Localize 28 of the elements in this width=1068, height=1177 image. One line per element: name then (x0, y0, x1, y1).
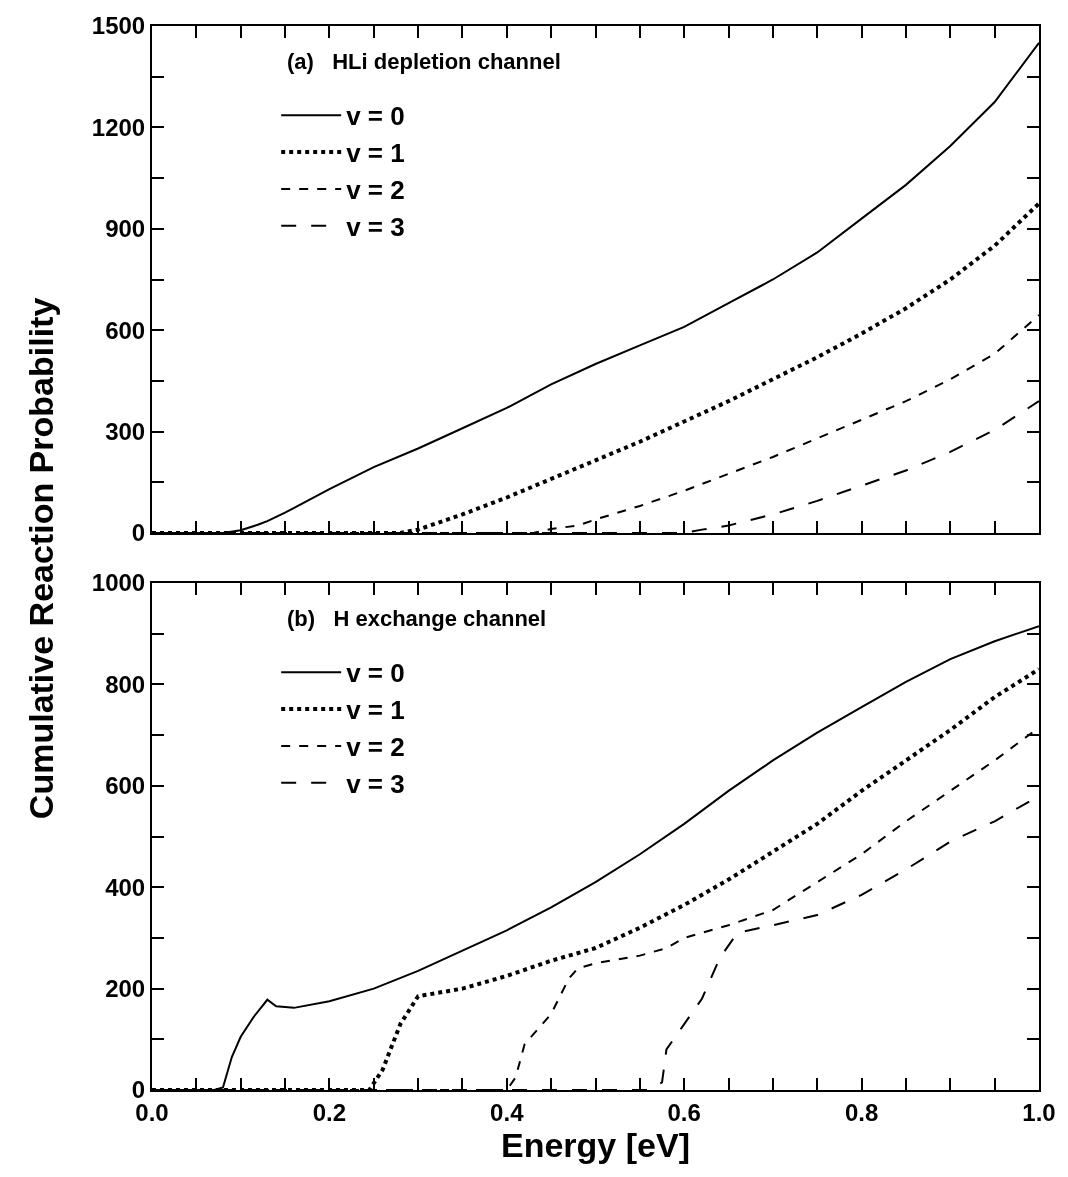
legend-label: v = 0 (346, 658, 405, 689)
y-tick-label: 600 (105, 316, 146, 344)
annotation: (b) H exchange channel (287, 606, 547, 631)
legend-label: v = 1 (346, 695, 405, 726)
y-tick-label: 1200 (91, 113, 146, 141)
y-tick-label: 400 (105, 873, 146, 901)
legend-label: v = 3 (346, 211, 405, 242)
legend-label: v = 1 (346, 138, 405, 169)
x-tick-label: 0.4 (490, 1098, 525, 1126)
y-tick-label: 0 (131, 519, 146, 547)
y-tick-label: 1000 (91, 569, 146, 597)
legend-label: v = 2 (346, 732, 405, 763)
x-tick-label: 0.8 (844, 1098, 879, 1126)
y-tick-label: 900 (105, 215, 146, 243)
y-tick-label: 300 (105, 418, 146, 445)
y-tick-label: 200 (105, 975, 146, 1002)
x-tick-label: 1.0 (1022, 1098, 1056, 1126)
y-tick-label: 600 (105, 772, 146, 800)
legend-label: v = 2 (346, 175, 405, 206)
x-tick-label: 0.6 (667, 1098, 701, 1126)
legend-label: v = 0 (346, 101, 405, 132)
x-axis-title: Energy [eV] (501, 1125, 690, 1164)
legend-label: v = 3 (346, 768, 405, 799)
y-tick-label: 800 (105, 670, 146, 698)
y-tick-label: 1500 (91, 12, 146, 40)
annotation: (a) HLi depletion channel (287, 49, 561, 74)
y-axis-title: Cumulative Reaction Probability (22, 297, 61, 820)
x-tick-label: 0.2 (312, 1098, 347, 1126)
